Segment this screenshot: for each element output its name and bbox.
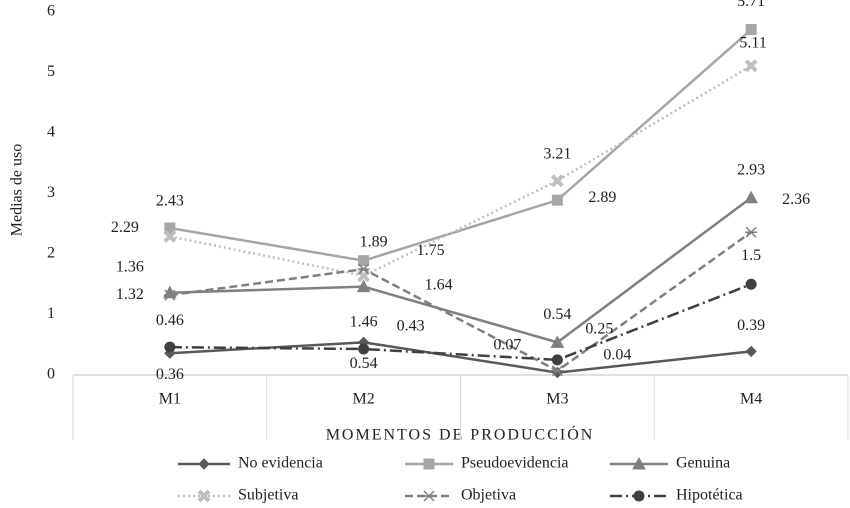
- series-line: [169, 231, 752, 373]
- value-label: 0.25: [585, 321, 613, 338]
- value-label: 1.75: [417, 242, 445, 259]
- y-tick-label: 3: [47, 184, 55, 201]
- marker: [551, 354, 563, 366]
- x-axis-title: MOMENTOS DE PRODUCCIÓN: [326, 425, 595, 444]
- legend-label: Subjetiva: [238, 487, 298, 504]
- value-label: 0.54: [350, 355, 378, 372]
- marker: [745, 345, 757, 358]
- value-label: 2.93: [737, 161, 765, 178]
- value-label: 5.11: [739, 35, 766, 52]
- value-label: 2.36: [782, 191, 810, 208]
- value-label: 3.21: [543, 145, 571, 162]
- marker: [358, 255, 370, 267]
- marker: [163, 230, 177, 243]
- marker: [744, 190, 758, 204]
- value-label: 1.89: [360, 233, 388, 250]
- y-tick-label: 0: [47, 366, 55, 383]
- marker: [632, 456, 646, 470]
- value-label: 1.46: [350, 313, 378, 330]
- value-label: 5.71: [737, 0, 765, 10]
- marker: [423, 458, 435, 470]
- value-label: 0.43: [397, 318, 425, 335]
- value-label: 2.89: [588, 189, 616, 206]
- legend-item: Subjetiva: [178, 487, 298, 504]
- marker: [358, 343, 370, 355]
- series-line: [169, 283, 752, 362]
- series: [163, 190, 758, 348]
- legend-item: Objetiva: [405, 487, 516, 504]
- value-label: 0.46: [156, 312, 184, 329]
- series: [163, 59, 758, 283]
- value-label: 0.54: [543, 306, 571, 323]
- series: [164, 278, 757, 366]
- marker: [745, 226, 758, 238]
- value-label: 1.32: [116, 286, 144, 303]
- series-line: [169, 64, 752, 278]
- legend-item: Pseudoevidencia: [405, 455, 569, 472]
- legend-label: Hipotética: [676, 487, 743, 504]
- marker: [423, 490, 435, 502]
- marker: [551, 194, 563, 206]
- marker: [164, 222, 176, 234]
- value-label: 2.29: [111, 219, 139, 236]
- marker: [163, 289, 176, 301]
- value-label: 1.5: [741, 247, 761, 264]
- marker: [550, 174, 564, 188]
- legend-label: Objetiva: [461, 487, 516, 504]
- legend-label: No evidencia: [238, 455, 323, 472]
- value-label: 0.36: [156, 366, 184, 383]
- series-line: [169, 196, 752, 344]
- series-line: [169, 28, 752, 262]
- value-label: 0.04: [603, 346, 631, 363]
- series-line: [169, 341, 752, 374]
- series: [163, 226, 758, 377]
- marker: [550, 335, 565, 348]
- x-tick-label: M2: [353, 391, 375, 408]
- marker: [198, 458, 210, 470]
- marker: [745, 24, 757, 36]
- y-tick-label: 5: [47, 63, 55, 80]
- marker: [551, 365, 564, 377]
- marker: [164, 341, 176, 353]
- value-label: 1.36: [116, 258, 144, 275]
- legend-item: Genuina: [610, 455, 730, 472]
- x-tick-label: M3: [546, 391, 568, 408]
- value-label: 2.43: [156, 193, 184, 210]
- legend-item: Hipotética: [610, 487, 743, 504]
- legend-item: No evidencia: [178, 455, 323, 472]
- series: [164, 336, 757, 379]
- value-label: 1.64: [425, 276, 453, 293]
- marker: [744, 59, 758, 73]
- series: [164, 24, 757, 267]
- y-axis-title: Medias de uso: [9, 144, 26, 236]
- marker: [356, 279, 371, 293]
- y-tick-label: 6: [47, 3, 55, 20]
- legend-label: Pseudoevidencia: [461, 455, 569, 472]
- value-label: 0.07: [493, 336, 521, 353]
- marker: [745, 278, 757, 290]
- y-tick-label: 1: [47, 305, 55, 322]
- marker: [633, 490, 645, 502]
- marker: [357, 263, 370, 275]
- x-tick-label: M4: [740, 391, 762, 408]
- y-tick-label: 2: [47, 245, 55, 262]
- marker: [197, 489, 211, 503]
- value-label: 0.39: [737, 317, 765, 334]
- y-tick-label: 4: [47, 124, 55, 141]
- x-tick-label: M1: [159, 391, 181, 408]
- legend-label: Genuina: [676, 455, 730, 472]
